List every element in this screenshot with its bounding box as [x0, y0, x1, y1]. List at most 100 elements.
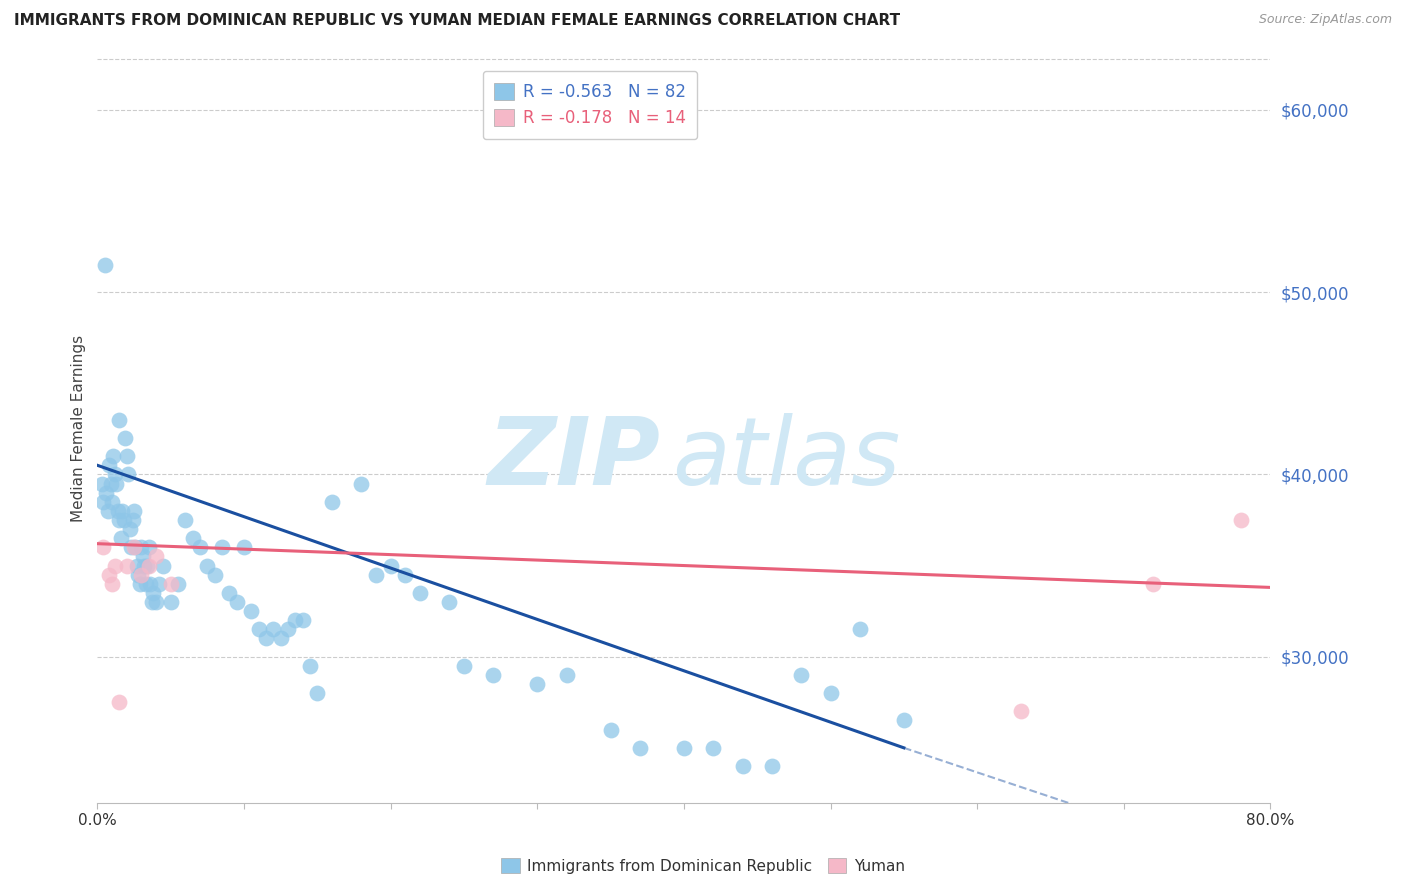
Point — [136, 558, 159, 573]
Point — [135, 576, 157, 591]
Point — [380, 558, 402, 573]
Point — [1010, 705, 1032, 719]
Point — [321, 494, 343, 508]
Point — [115, 558, 138, 573]
Point — [820, 686, 842, 700]
Point — [204, 567, 226, 582]
Point — [628, 740, 651, 755]
Point — [307, 686, 329, 700]
Point — [117, 467, 139, 482]
Point — [159, 576, 181, 591]
Point — [98, 567, 121, 582]
Point — [284, 613, 307, 627]
Point — [188, 541, 211, 555]
Point — [108, 413, 131, 427]
Point — [124, 541, 146, 555]
Point — [120, 541, 142, 555]
Point — [104, 467, 127, 482]
Text: IMMIGRANTS FROM DOMINICAN REPUBLIC VS YUMAN MEDIAN FEMALE EARNINGS CORRELATION C: IMMIGRANTS FROM DOMINICAN REPUBLIC VS YU… — [14, 13, 900, 29]
Point — [1230, 513, 1253, 527]
Point — [555, 668, 578, 682]
Point — [114, 431, 136, 445]
Point — [731, 759, 754, 773]
Point — [298, 658, 321, 673]
Point — [125, 558, 148, 573]
Point — [218, 586, 240, 600]
Point — [131, 541, 153, 555]
Point — [93, 258, 115, 272]
Point — [350, 476, 373, 491]
Y-axis label: Median Female Earnings: Median Female Earnings — [72, 335, 86, 523]
Legend: Immigrants from Dominican Republic, Yuman: Immigrants from Dominican Republic, Yuma… — [495, 852, 911, 880]
Point — [115, 449, 138, 463]
Point — [111, 504, 134, 518]
Point — [599, 723, 621, 737]
Point — [181, 531, 204, 545]
Point — [893, 714, 915, 728]
Point — [225, 595, 247, 609]
Point — [91, 494, 114, 508]
Point — [138, 558, 160, 573]
Point — [262, 623, 284, 637]
Point — [98, 458, 121, 473]
Point — [394, 567, 416, 582]
Point — [134, 558, 156, 573]
Point — [132, 549, 155, 564]
Point — [761, 759, 783, 773]
Point — [291, 613, 314, 627]
Point — [122, 504, 145, 518]
Point — [145, 549, 167, 564]
Point — [103, 449, 125, 463]
Point — [364, 567, 387, 582]
Point — [240, 604, 263, 618]
Point — [90, 476, 112, 491]
Point — [159, 595, 181, 609]
Point — [128, 576, 150, 591]
Point — [247, 623, 270, 637]
Point — [409, 586, 432, 600]
Point — [482, 668, 505, 682]
Point — [104, 558, 127, 573]
Point — [453, 658, 475, 673]
Point — [138, 541, 160, 555]
Point — [790, 668, 813, 682]
Point — [91, 541, 114, 555]
Point — [139, 576, 162, 591]
Point — [110, 531, 132, 545]
Point — [211, 541, 233, 555]
Point — [1142, 576, 1164, 591]
Point — [702, 740, 724, 755]
Point — [131, 567, 153, 582]
Point — [107, 504, 129, 518]
Point — [127, 567, 149, 582]
Point — [145, 595, 167, 609]
Point — [152, 558, 174, 573]
Point — [254, 632, 277, 646]
Legend: R = -0.563   N = 82, R = -0.178   N = 14: R = -0.563 N = 82, R = -0.178 N = 14 — [482, 71, 697, 139]
Point — [195, 558, 218, 573]
Point — [270, 632, 292, 646]
Point — [439, 595, 461, 609]
Text: Source: ZipAtlas.com: Source: ZipAtlas.com — [1258, 13, 1392, 27]
Point — [141, 595, 163, 609]
Text: atlas: atlas — [672, 413, 900, 504]
Point — [277, 623, 299, 637]
Point — [142, 586, 165, 600]
Point — [233, 541, 256, 555]
Point — [112, 513, 135, 527]
Point — [105, 476, 128, 491]
Point — [122, 541, 145, 555]
Point — [148, 576, 170, 591]
Point — [121, 513, 143, 527]
Point — [672, 740, 695, 755]
Point — [849, 623, 872, 637]
Point — [167, 576, 190, 591]
Point — [100, 476, 122, 491]
Point — [101, 576, 124, 591]
Point — [526, 677, 548, 691]
Point — [174, 513, 197, 527]
Text: ZIP: ZIP — [488, 413, 661, 505]
Point — [97, 504, 120, 518]
Point — [118, 522, 141, 536]
Point — [108, 695, 131, 709]
